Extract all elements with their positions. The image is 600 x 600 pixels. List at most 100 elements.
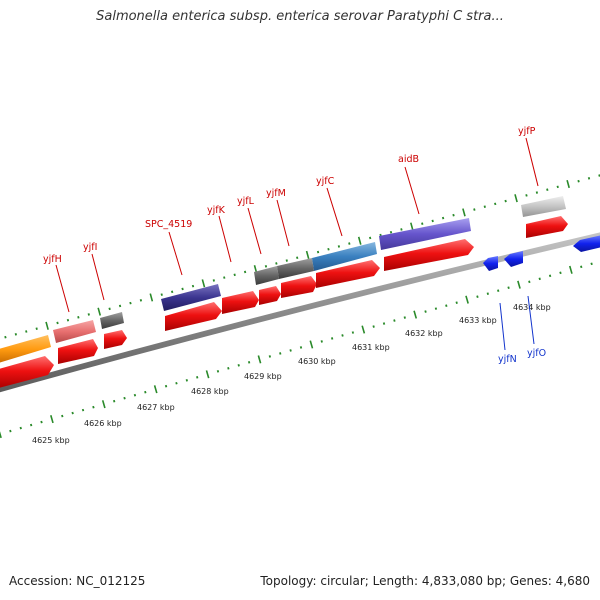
kbp-label-4633: 4633 kbp <box>459 316 497 325</box>
cds-arrow-reverse[interactable] <box>504 251 523 267</box>
outer-ruler-minor-tick <box>191 284 195 288</box>
kbp-label-4630: 4630 kbp <box>298 357 336 366</box>
outer-ruler-minor-tick <box>181 287 184 291</box>
outer-ruler-minor-tick <box>525 194 528 197</box>
cds-arrow[interactable] <box>222 291 259 314</box>
cds-arrow-reverse[interactable] <box>483 256 498 271</box>
reverse-cds-track[interactable] <box>483 235 600 271</box>
feature-block-dark[interactable] <box>100 312 124 329</box>
feature-block-navy[interactable] <box>161 284 221 311</box>
cds-arrow[interactable] <box>281 276 317 298</box>
label-leaders <box>55 137 539 313</box>
cds-arrow[interactable] <box>58 339 98 364</box>
kbp-label-4628: 4628 kbp <box>191 387 229 396</box>
feature-block-dark[interactable] <box>277 258 314 279</box>
gene-label-yjfP[interactable]: yjfP <box>518 126 536 137</box>
cds-arrow[interactable] <box>165 302 222 331</box>
scale-ruler-minor-tick <box>434 307 438 310</box>
gene-label-yjfM[interactable]: yjfM <box>266 188 286 199</box>
gene-label-yjfL[interactable]: yjfL <box>237 196 255 207</box>
scale-ruler-minor-tick <box>123 396 126 400</box>
scale-ruler-minor-tick <box>19 426 22 430</box>
scale-ruler-minor-tick <box>590 262 593 266</box>
leader-yjfP <box>525 137 539 187</box>
leader-yjfM <box>276 199 290 247</box>
outer-ruler-minor-tick <box>233 273 236 277</box>
kbp-labels: 4625 kbp 4626 kbp 4627 kbp 4628 kbp 4629… <box>32 303 551 445</box>
cds-arrow[interactable] <box>259 286 281 305</box>
map-title: Salmonella enterica subsp. enterica sero… <box>96 9 504 24</box>
leader-yjfK <box>218 215 232 263</box>
scale-ruler-minor-tick <box>237 364 240 367</box>
scale-ruler-minor-tick <box>175 381 178 385</box>
feature-block-orange[interactable] <box>0 335 51 364</box>
outer-ruler-minor-tick <box>587 177 591 180</box>
feature-block-steel[interactable] <box>312 242 377 271</box>
scale-ruler-minor-tick <box>559 271 562 275</box>
scale-ruler-minor-tick <box>216 370 220 373</box>
cds-arrow[interactable] <box>0 356 54 389</box>
scale-ruler-minor-tick <box>133 393 137 397</box>
scale-ruler-minor-tick <box>92 405 95 409</box>
gene-label-SPC_4519[interactable]: SPC_4519 <box>145 219 192 230</box>
outer-ruler-minor-tick <box>348 242 351 245</box>
scale-ruler-minor-tick <box>227 367 230 370</box>
scale-ruler-minor-tick <box>372 325 375 328</box>
cds-arrow-reverse[interactable] <box>573 235 600 252</box>
forward-cds-track[interactable] <box>0 216 568 389</box>
leader-yjfO <box>527 295 535 345</box>
scale-ruler-minor-tick <box>247 361 251 364</box>
scale-ruler-minor-tick <box>113 399 116 403</box>
scale-ruler-minor-tick <box>476 295 479 298</box>
scale-ruler-minor-tick <box>9 429 12 433</box>
gene-label-yjfH[interactable]: yjfH <box>43 254 62 265</box>
scale-ruler-minor-tick <box>580 265 583 269</box>
leader-yjfH <box>55 264 70 313</box>
outer-ruler-minor-tick <box>129 301 132 305</box>
outer-ruler-major-tick <box>149 293 154 302</box>
genome-summary: Topology: circular; Length: 4,833,080 bp… <box>260 574 590 588</box>
scale-ruler-major-tick <box>517 280 521 289</box>
outer-ruler-minor-tick <box>118 304 122 308</box>
gene-label-yjfN[interactable]: yjfN <box>498 354 517 365</box>
cds-arrow[interactable] <box>316 260 380 288</box>
scale-ruler-minor-tick <box>497 289 500 293</box>
outer-ruler-minor-tick <box>400 228 403 231</box>
scale-ruler-minor-tick <box>382 322 386 325</box>
outer-ruler-minor-tick <box>264 264 268 268</box>
gene-labels: yjfH yjfI SPC_4519 yjfK yjfL yjfM yjfC a… <box>43 126 546 365</box>
gene-label-yjfK[interactable]: yjfK <box>207 205 226 216</box>
scale-ruler-major-tick <box>361 325 366 334</box>
leader-yjfC <box>326 187 343 237</box>
feature-block-dark[interactable] <box>254 266 279 285</box>
scale-ruler-minor-tick <box>486 292 489 296</box>
outer-tick-ruler <box>4 174 600 339</box>
cds-arrow[interactable] <box>104 330 127 349</box>
gene-label-yjfC[interactable]: yjfC <box>316 176 335 187</box>
scale-ruler-minor-tick <box>289 349 292 352</box>
scale-ruler-minor-tick <box>164 384 168 388</box>
outer-ruler-minor-tick <box>139 298 143 302</box>
feature-block-pink[interactable] <box>53 320 96 343</box>
gene-label-yjfI[interactable]: yjfI <box>83 242 97 253</box>
scale-ruler-major-tick <box>568 265 573 274</box>
gene-label-aidB[interactable]: aidB <box>398 154 419 165</box>
outer-ruler-major-tick <box>462 208 466 217</box>
scale-ruler-minor-tick <box>29 423 33 427</box>
outer-ruler-major-tick <box>97 307 102 316</box>
outer-ruler-minor-tick <box>473 208 476 211</box>
scale-ruler-major-tick <box>309 340 314 349</box>
scale-ruler-major-tick <box>205 370 210 379</box>
outer-ruler-minor-tick <box>337 245 341 248</box>
feature-track[interactable] <box>0 196 566 364</box>
feature-block-silver[interactable] <box>521 196 566 217</box>
scale-ruler-minor-tick <box>40 420 43 424</box>
outer-ruler-minor-tick <box>556 185 559 189</box>
outer-ruler-minor-tick <box>389 230 393 234</box>
label-leaders-reverse <box>499 295 535 351</box>
cds-arrow[interactable] <box>384 239 474 271</box>
feature-block-purple[interactable] <box>379 218 471 250</box>
gene-label-yjfO[interactable]: yjfO <box>527 348 546 359</box>
cds-arrow[interactable] <box>526 216 568 238</box>
